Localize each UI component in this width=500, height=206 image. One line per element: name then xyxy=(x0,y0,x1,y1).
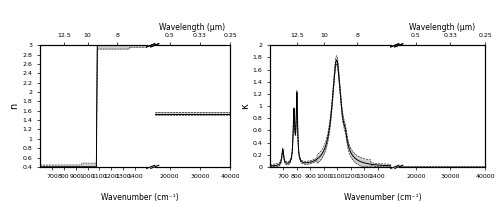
Y-axis label: κ: κ xyxy=(240,103,250,109)
X-axis label: Wavelength (μm): Wavelength (μm) xyxy=(159,23,226,32)
X-axis label: Wavelength (μm): Wavelength (μm) xyxy=(408,23,475,32)
Text: Wavenumber (cm⁻¹): Wavenumber (cm⁻¹) xyxy=(101,193,179,202)
Text: Wavenumber (cm⁻¹): Wavenumber (cm⁻¹) xyxy=(344,193,421,202)
Y-axis label: n: n xyxy=(10,103,20,109)
